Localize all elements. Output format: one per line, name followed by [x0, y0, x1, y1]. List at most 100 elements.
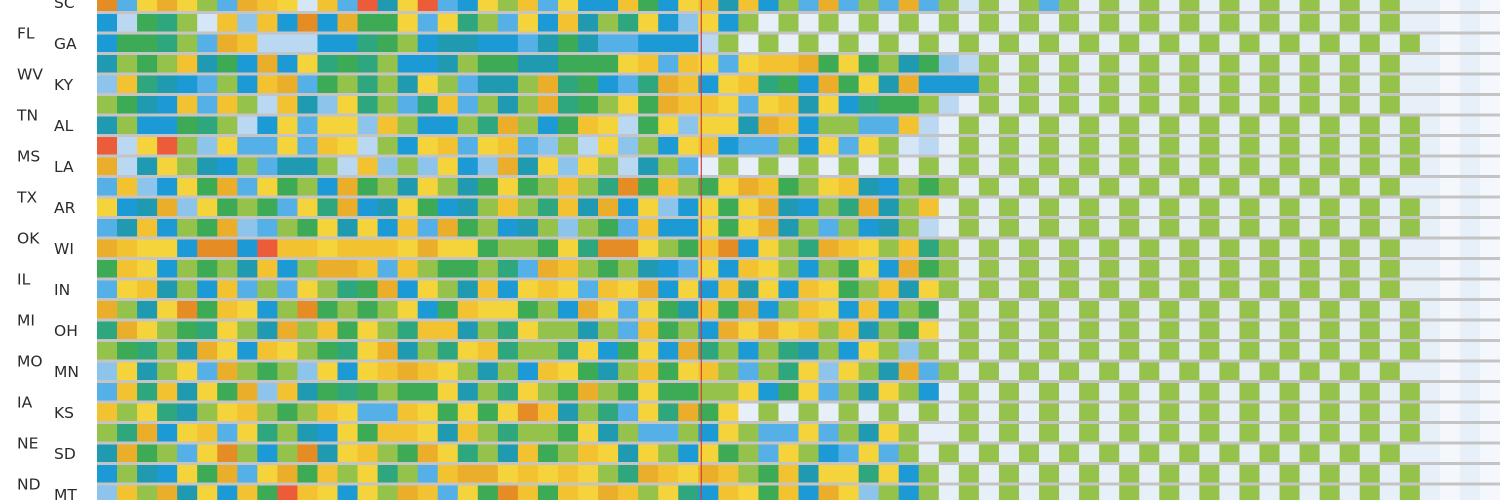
cell-al-11 [317, 116, 338, 135]
cell-wi-49 [1079, 239, 1100, 258]
cell-in-65 [1399, 280, 1421, 299]
cell-il-54 [1179, 260, 1200, 278]
cell-ne-20 [497, 424, 519, 442]
cell-la-45 [998, 157, 1020, 176]
cell-sd-66 [1419, 444, 1441, 463]
cell-ar-68 [1459, 198, 1481, 217]
cell-al-66 [1419, 116, 1441, 135]
cell-ok-22 [537, 219, 559, 237]
cell-ky-45 [998, 75, 1020, 94]
cell-mi-28 [658, 301, 679, 319]
cell-tn-45 [998, 96, 1020, 114]
cell-mo-12 [337, 342, 358, 360]
cell-mo-21 [517, 342, 539, 360]
cell-mo-58 [1259, 342, 1280, 360]
cell-ky-19 [477, 75, 499, 94]
cell-mi-1 [117, 301, 138, 319]
cell-nd-53 [1159, 465, 1180, 483]
cell-mt-58 [1259, 485, 1280, 500]
cell-wv-13 [357, 55, 378, 73]
cell-la-40 [898, 157, 920, 176]
cell-mo-37 [838, 342, 859, 360]
cell-mi-53 [1159, 301, 1180, 319]
cell-mo-69 [1479, 342, 1500, 360]
cell-ga-11 [317, 34, 338, 53]
cell-al-54 [1179, 116, 1200, 135]
cell-ga-4 [177, 34, 198, 53]
cell-al-16 [417, 116, 439, 135]
cell-tx-43 [958, 178, 980, 196]
cell-sc-4 [177, 0, 198, 12]
cell-ks-64 [1379, 403, 1401, 422]
cell-oh-65 [1399, 321, 1421, 340]
cell-oh-26 [618, 321, 639, 340]
row-separator [97, 93, 1500, 96]
cell-wi-16 [417, 239, 439, 258]
cell-mi-35 [798, 301, 819, 319]
cell-sc-28 [658, 0, 679, 12]
cell-ms-29 [678, 137, 699, 155]
cell-mt-53 [1159, 485, 1180, 500]
cell-ne-23 [557, 424, 579, 442]
cell-tn-51 [1119, 96, 1140, 114]
cell-nd-48 [1059, 465, 1080, 483]
cell-tn-49 [1079, 96, 1100, 114]
cell-mt-44 [978, 485, 1000, 500]
cell-in-1 [117, 280, 138, 299]
row-separator [97, 421, 1500, 424]
cell-mn-42 [938, 362, 960, 381]
cell-nd-23 [557, 465, 579, 483]
cell-ks-49 [1079, 403, 1100, 422]
cell-mi-44 [978, 301, 1000, 319]
cell-in-56 [1219, 280, 1240, 299]
cell-ky-25 [598, 75, 619, 94]
cell-wv-27 [638, 55, 659, 73]
cell-sc-8 [257, 0, 278, 12]
cell-ne-35 [798, 424, 819, 442]
cell-oh-7 [237, 321, 258, 340]
cell-sd-21 [517, 444, 539, 463]
cell-tx-67 [1439, 178, 1461, 196]
cell-ms-8 [257, 137, 278, 155]
cell-ms-31 [718, 137, 739, 155]
cell-la-22 [537, 157, 559, 176]
cell-la-59 [1279, 157, 1300, 176]
cell-sd-35 [798, 444, 819, 463]
cell-il-29 [678, 260, 699, 278]
cell-nd-19 [477, 465, 499, 483]
cell-tn-26 [618, 96, 639, 114]
cell-oh-58 [1259, 321, 1280, 340]
cell-nd-57 [1239, 465, 1260, 483]
cell-in-60 [1299, 280, 1320, 299]
cell-tx-34 [778, 178, 799, 196]
cell-tx-2 [137, 178, 158, 196]
cell-wi-28 [658, 239, 679, 258]
cell-ky-53 [1159, 75, 1180, 94]
cell-il-1 [117, 260, 138, 278]
cell-mi-63 [1359, 301, 1381, 319]
cell-ga-66 [1419, 34, 1441, 53]
cell-al-18 [457, 116, 479, 135]
cell-nd-15 [397, 465, 419, 483]
cell-ne-28 [658, 424, 679, 442]
cell-wv-64 [1379, 55, 1401, 73]
row-separator [97, 482, 1500, 486]
cell-sd-27 [638, 444, 659, 463]
cell-ks-8 [257, 403, 278, 422]
cell-la-66 [1419, 157, 1441, 176]
cell-ky-6 [217, 75, 238, 94]
cell-wv-40 [898, 55, 920, 73]
cell-tn-11 [317, 96, 338, 114]
cell-in-69 [1479, 280, 1500, 299]
cell-sc-12 [337, 0, 358, 12]
cell-mi-31 [718, 301, 739, 319]
cell-ks-3 [157, 403, 178, 422]
cell-fl-20 [497, 14, 519, 32]
cell-mt-65 [1399, 485, 1421, 500]
cell-sc-37 [838, 0, 859, 12]
cell-ga-24 [578, 34, 599, 53]
cell-ks-21 [517, 403, 539, 422]
cell-tn-15 [397, 96, 419, 114]
cell-sc-66 [1419, 0, 1441, 12]
cell-ga-57 [1239, 34, 1260, 53]
